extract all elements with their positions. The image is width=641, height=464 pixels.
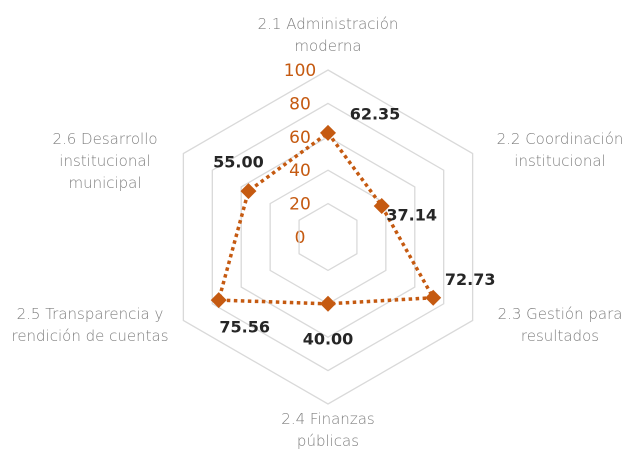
marker <box>373 197 390 214</box>
marker <box>320 124 336 141</box>
data-label: 62.35 <box>350 104 401 123</box>
data-label: 40.00 <box>303 329 354 348</box>
data-label: 72.73 <box>445 270 496 289</box>
tick-label: 0 <box>295 228 306 248</box>
tick-label: 80 <box>289 94 311 114</box>
category-label: 2.3 Gestión para resultados <box>497 305 623 345</box>
data-label: 37.14 <box>386 205 437 224</box>
grid-line <box>182 69 474 405</box>
grid-line <box>240 136 416 338</box>
category-label: 2.5 Transparencia y rendición de cuentas <box>11 305 169 345</box>
marker <box>210 292 227 309</box>
tick-label: 20 <box>289 195 311 215</box>
marker <box>425 289 442 306</box>
tick-label: 100 <box>284 61 316 81</box>
tick-label: 60 <box>289 128 311 148</box>
category-label: 2.1 Administración moderna <box>257 15 399 55</box>
grid-line <box>211 102 445 372</box>
marker <box>240 183 257 200</box>
marker <box>320 295 336 312</box>
tick-label: 40 <box>289 161 311 181</box>
category-label: 2.6 Desarrollo institucional municipal <box>52 130 158 192</box>
category-label: 2.4 Finanzas públicas <box>281 410 375 450</box>
category-label: 2.2 Coordinación institucional <box>496 130 624 170</box>
data-label: 55.00 <box>213 153 264 172</box>
data-label: 75.56 <box>219 318 270 337</box>
grid-line <box>298 202 358 272</box>
